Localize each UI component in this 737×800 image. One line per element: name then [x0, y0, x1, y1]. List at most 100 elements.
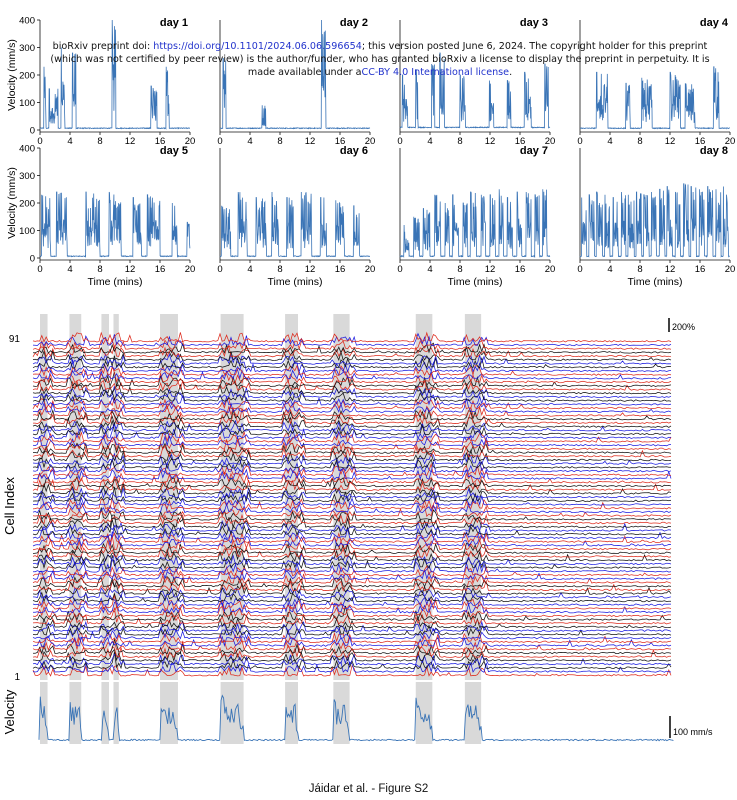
- cell-trace: [32, 384, 672, 399]
- x-tick-label: 12: [125, 264, 136, 275]
- y-tick-label: 100: [19, 226, 35, 237]
- velocity-bout: [415, 682, 433, 744]
- cell-trace: [32, 586, 672, 599]
- cell-trace: [32, 569, 672, 581]
- cell-trace: [32, 594, 671, 607]
- cell-index-bottom-tick: 1: [14, 672, 20, 683]
- x-tick-label: 4: [607, 264, 612, 275]
- x-tick-label: 0: [397, 136, 402, 147]
- license-link[interactable]: CC-BY 4.0 International license: [361, 67, 510, 78]
- cell-trace: [32, 345, 672, 358]
- x-tick-label: 0: [217, 264, 222, 275]
- x-tick-label: 4: [67, 136, 72, 147]
- x-tick-label: 4: [427, 264, 432, 275]
- notice-suffix: .: [509, 67, 513, 78]
- cell-trace: [32, 457, 671, 470]
- x-tick-label: 20: [185, 264, 196, 275]
- cell-trace: [32, 607, 672, 625]
- x-tick-label: 20: [725, 264, 736, 275]
- cell-trace: [32, 514, 672, 529]
- x-tick-label: 20: [365, 136, 376, 147]
- cell-trace: [32, 445, 672, 458]
- cell-trace: [32, 468, 672, 481]
- cell-trace: [32, 371, 672, 388]
- x-tick-label: 12: [485, 264, 496, 275]
- doi-link[interactable]: https://doi.org/10.1101/2024.06.06.59665…: [153, 41, 362, 52]
- cell-trace: [33, 342, 672, 354]
- cell-trace: [32, 661, 672, 673]
- day-title: day 1: [160, 17, 188, 29]
- raster-bout: [69, 314, 82, 680]
- cell-trace: [32, 359, 672, 373]
- x-tick-label: 20: [365, 264, 376, 275]
- cell-trace: [32, 436, 672, 451]
- cell-traces: [32, 331, 672, 677]
- velocity-bout: [101, 682, 109, 744]
- x-tick-label: 20: [545, 264, 556, 275]
- y-tick-label: 400: [19, 16, 35, 27]
- day-title: day 2: [340, 17, 368, 29]
- x-tick-label: 12: [305, 136, 316, 147]
- cell-trace: [32, 594, 672, 611]
- cell-trace: [32, 420, 672, 436]
- x-tick-label: 4: [67, 264, 72, 275]
- cell-trace: [32, 408, 672, 421]
- cell-trace: [32, 383, 672, 396]
- cell-trace: [32, 471, 671, 484]
- cell-trace: [32, 422, 672, 440]
- cell-trace: [32, 546, 672, 559]
- x-tick-label: 8: [97, 264, 102, 275]
- cell-trace: [32, 617, 672, 629]
- cell-trace: [32, 355, 672, 369]
- cell-trace: [32, 636, 672, 651]
- velocity-line-6: [219, 191, 370, 258]
- cell-trace-panel: Cell Index 91 1 200%: [2, 314, 695, 683]
- day-panel-6: 0 4 8 12 16 20 Time (mins) day 6: [217, 145, 375, 288]
- cell-trace: [32, 631, 672, 644]
- y-tick-label: 200: [19, 199, 35, 210]
- notice-prefix: bioRxiv preprint doi:: [52, 41, 154, 52]
- cell-trace: [32, 368, 672, 380]
- velocity-line-2: [219, 19, 371, 130]
- cell-trace: [32, 519, 672, 536]
- day-title: day 6: [340, 145, 368, 157]
- day-title: day 5: [160, 145, 188, 157]
- cell-trace: [32, 405, 672, 417]
- y-tick-label: 0: [30, 126, 35, 137]
- cell-trace: [32, 415, 672, 428]
- cell-trace: [32, 331, 672, 344]
- cell-trace: [32, 452, 672, 466]
- cell-trace: [32, 449, 672, 462]
- cell-trace: [32, 397, 672, 410]
- cell-index-axis-label: Cell Index: [2, 477, 17, 535]
- velocity-axis-label: Velocity: [2, 689, 17, 734]
- cell-trace: [32, 486, 672, 503]
- velocity-trace-line: [38, 694, 674, 742]
- cell-trace: [32, 552, 672, 566]
- x-tick-label: 0: [577, 136, 582, 147]
- x-tick-label: 0: [37, 136, 42, 147]
- cell-trace: [33, 638, 672, 655]
- cell-trace: [32, 578, 672, 592]
- cell-trace: [32, 419, 672, 432]
- figure-caption: Jáidar et al. - Figure S2: [308, 783, 429, 795]
- day-title: day 8: [700, 145, 728, 157]
- cell-trace: [32, 458, 672, 473]
- velocity-trace-panel: Velocity 100 mm/s: [2, 682, 713, 744]
- x-tick-label: 12: [305, 264, 316, 275]
- cell-trace: [32, 549, 672, 562]
- cell-trace: [32, 623, 672, 637]
- cell-trace: [32, 505, 672, 518]
- x-axis-label: Time (mins): [627, 276, 682, 288]
- x-tick-label: 8: [457, 136, 462, 147]
- cell-trace: [32, 542, 672, 555]
- x-tick-label: 16: [335, 264, 346, 275]
- day-panel-8: 0 4 8 12 16 20 Time (mins) day 8: [577, 145, 735, 288]
- cell-trace: [32, 390, 672, 403]
- raster-bout: [101, 314, 109, 680]
- day-panel-7: 0 4 8 12 16 20 Time (mins) day 7: [397, 145, 555, 288]
- cell-trace: [32, 494, 672, 507]
- x-tick-label: 16: [155, 264, 166, 275]
- cell-trace: [32, 364, 672, 377]
